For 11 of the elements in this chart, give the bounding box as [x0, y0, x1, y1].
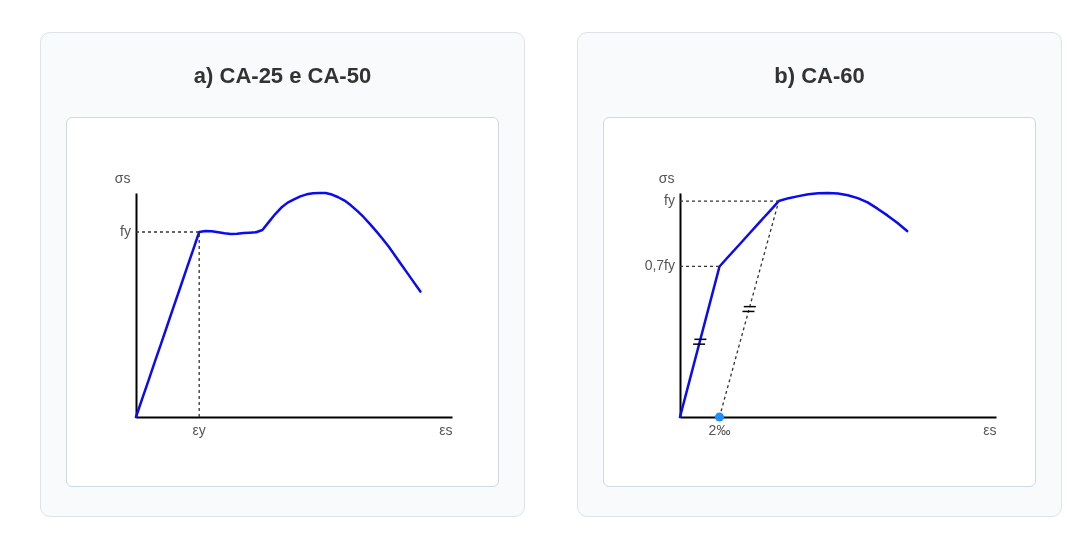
y-axis-title: σs [658, 169, 674, 186]
chart-title: b) CA-60 [773, 63, 866, 89]
x-axis-title: εs [982, 421, 996, 438]
ref-line-label: 0,7fy [644, 257, 675, 274]
x-axis-title: εs [438, 421, 452, 438]
y-axis-title: σs [114, 169, 130, 186]
ref-line-label: fy [119, 222, 131, 239]
text: 2‰ [708, 422, 730, 438]
ref-line-label: fy [663, 192, 675, 209]
text: εy [192, 422, 206, 438]
chart-title: a) CA-25 e CA-50 [192, 63, 373, 89]
